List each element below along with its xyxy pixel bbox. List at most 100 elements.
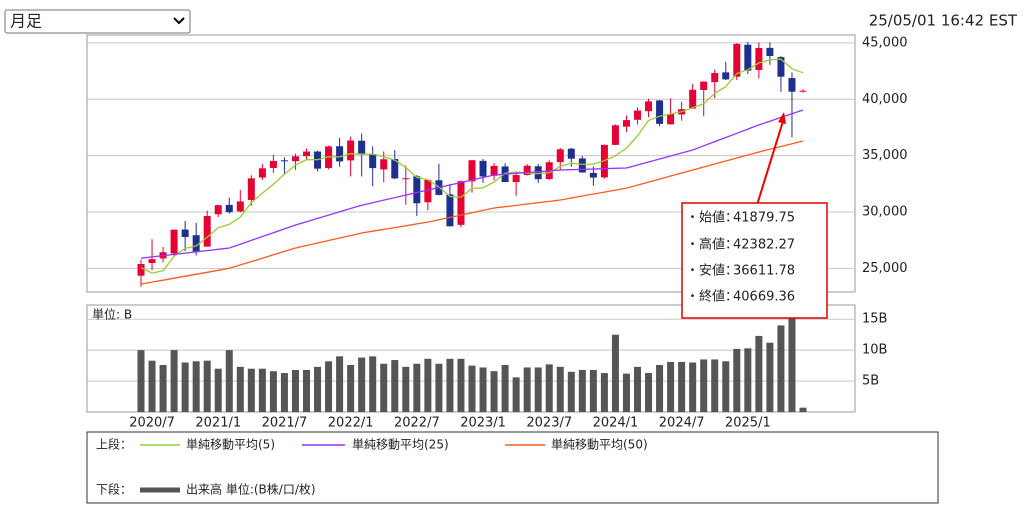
x-tick-label: 2024/1 xyxy=(593,416,639,431)
moving-average-line xyxy=(140,58,804,274)
candle-body xyxy=(490,165,498,176)
candle-body xyxy=(556,149,564,163)
volume-bar xyxy=(336,356,344,412)
volume-bar xyxy=(545,364,553,412)
volume-bar xyxy=(766,342,774,412)
candle-body xyxy=(512,175,520,183)
volume-bar xyxy=(457,358,465,412)
select-box[interactable] xyxy=(4,9,191,34)
candle-body xyxy=(170,229,178,254)
volume-bar xyxy=(413,363,421,412)
volume-bar xyxy=(744,348,752,412)
candle-body xyxy=(402,178,410,180)
candle-body xyxy=(634,110,641,120)
candle-body xyxy=(479,160,487,177)
volume-bar xyxy=(788,316,796,412)
volume-bar xyxy=(369,356,377,412)
volume-bar xyxy=(611,334,619,412)
candle-body xyxy=(611,125,619,145)
candle-body xyxy=(766,47,774,56)
volume-bar xyxy=(468,365,476,412)
candle-body xyxy=(181,229,189,237)
candle-body xyxy=(799,90,807,92)
y-tick-label: 45,000 xyxy=(862,35,908,50)
candle-body xyxy=(225,204,233,213)
volume-bar xyxy=(501,364,509,412)
candle-body xyxy=(424,179,432,203)
volume-bar xyxy=(225,350,233,412)
volume-bar xyxy=(755,335,763,412)
volume-bar xyxy=(523,367,531,412)
candle-body xyxy=(358,140,366,155)
volume-bar xyxy=(479,367,487,412)
y-tick-label: 30,000 xyxy=(862,204,908,219)
volume-bar xyxy=(600,373,608,412)
x-tick-label: 2025/1 xyxy=(725,416,771,431)
candle-body xyxy=(468,160,476,182)
x-tick-label: 2023/1 xyxy=(460,416,506,431)
candle-body xyxy=(578,158,586,173)
candle-body xyxy=(567,148,575,159)
candle-body xyxy=(347,140,355,161)
tooltip-arrowhead xyxy=(778,112,786,124)
period-select[interactable]: 月足 xyxy=(4,9,191,34)
y-tick-label: 5B xyxy=(862,374,879,389)
candle-body xyxy=(192,235,200,252)
volume-bar xyxy=(391,360,399,412)
timestamp: 25/05/01 16:42 EST xyxy=(869,12,1018,30)
candle-body xyxy=(203,216,211,247)
x-tick-label: 2020/7 xyxy=(129,416,175,431)
volume-bar xyxy=(314,366,322,412)
candle-body xyxy=(369,153,377,169)
volume-bar xyxy=(192,361,200,412)
volume-bar xyxy=(435,363,443,412)
candle-body xyxy=(777,57,785,77)
candle-body xyxy=(722,72,730,80)
tooltip-label: ・終値： xyxy=(686,289,738,305)
candle-body xyxy=(457,181,465,225)
volume-bar xyxy=(291,369,299,412)
candle-body xyxy=(700,81,708,90)
volume-bar xyxy=(424,358,432,412)
volume-bar xyxy=(148,360,156,412)
candle-body xyxy=(148,259,156,263)
volume-unit: 単位: B xyxy=(92,307,132,322)
tooltip-label: ・安値： xyxy=(686,263,738,279)
volume-bar xyxy=(534,367,542,412)
candle-body xyxy=(214,205,222,215)
candle-body xyxy=(622,120,630,127)
volume-bar xyxy=(203,360,211,412)
tooltip-value: 41879.75 xyxy=(733,211,795,226)
volume-bar xyxy=(325,361,333,412)
candle-body xyxy=(689,89,697,109)
select-chevron[interactable] xyxy=(173,17,185,25)
volume-bar xyxy=(358,357,366,412)
volume-bar xyxy=(622,373,630,412)
y-tick-label: 10B xyxy=(862,343,887,358)
legend-label: 単純移動平均(5) xyxy=(186,438,275,452)
legend-label: 単純移動平均(50) xyxy=(551,438,648,452)
candle-body xyxy=(269,160,277,168)
candle-body xyxy=(589,172,597,178)
volume-bar xyxy=(656,364,664,412)
moving-average-line xyxy=(140,140,804,285)
tooltip: ・始値： 41879.75 ・高値： 42382.27 ・安値： 36611.7… xyxy=(681,112,828,319)
volume-bar xyxy=(159,364,167,412)
volume-bar xyxy=(578,369,586,412)
select-label[interactable]: 月足 xyxy=(10,12,42,31)
candle-body xyxy=(380,159,388,170)
candle-body xyxy=(336,146,344,162)
candle-body xyxy=(788,78,796,92)
volume-bar xyxy=(269,371,277,412)
tooltip-value: 36611.78 xyxy=(733,264,795,279)
tooltip-label: ・始値： xyxy=(686,210,738,226)
volume-bar xyxy=(634,366,641,412)
volume-bar xyxy=(181,362,189,412)
candle-body xyxy=(291,156,299,162)
tooltip-arrow xyxy=(756,117,785,206)
x-tick-label: 2022/1 xyxy=(328,416,374,431)
volume-bar xyxy=(567,371,575,412)
candle-body xyxy=(391,158,399,179)
legend-box xyxy=(86,431,939,504)
tooltip-box xyxy=(681,202,828,319)
